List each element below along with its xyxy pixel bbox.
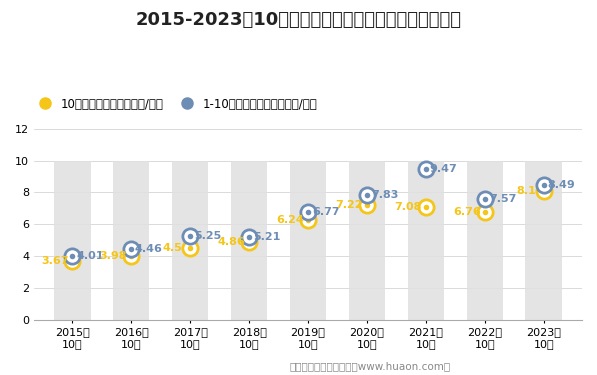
Point	[185, 233, 195, 239]
Point	[480, 196, 490, 202]
Bar	[408, 160, 444, 320]
Point	[303, 217, 313, 223]
Point	[362, 192, 372, 198]
Text: 9.47: 9.47	[430, 164, 457, 174]
Text: 2015-2023年10月大连商品交易所铁矿石期货成交均价: 2015-2023年10月大连商品交易所铁矿石期货成交均价	[136, 11, 461, 29]
Point	[539, 182, 549, 188]
Point	[480, 196, 490, 202]
Point	[244, 234, 254, 240]
Point	[244, 239, 254, 245]
Point	[244, 239, 254, 245]
Point	[480, 196, 490, 202]
Point	[67, 253, 77, 259]
Point	[67, 258, 77, 264]
Bar	[349, 160, 385, 320]
Point	[539, 188, 549, 194]
Point	[244, 239, 254, 245]
Point	[67, 253, 77, 259]
Point	[362, 202, 372, 208]
Point	[362, 202, 372, 208]
Point	[303, 209, 313, 215]
Text: 3.98: 3.98	[100, 251, 127, 261]
Point	[127, 253, 136, 259]
Point	[480, 209, 490, 215]
Bar	[113, 160, 149, 320]
Point	[303, 217, 313, 223]
Bar	[231, 160, 267, 320]
Point	[303, 217, 313, 223]
Bar	[172, 160, 208, 320]
Point	[67, 258, 77, 264]
Point	[362, 192, 372, 198]
Point	[539, 182, 549, 188]
Point	[127, 246, 136, 252]
Bar	[290, 160, 326, 320]
Text: 8.1: 8.1	[516, 186, 536, 196]
Text: 4.5: 4.5	[162, 243, 182, 253]
Point	[303, 209, 313, 215]
Point	[421, 204, 430, 210]
Point	[362, 192, 372, 198]
Point	[185, 233, 195, 239]
Text: 6.76: 6.76	[453, 207, 481, 217]
Point	[421, 204, 430, 210]
Text: 5.25: 5.25	[194, 231, 221, 241]
Point	[127, 253, 136, 259]
Point	[185, 245, 195, 251]
Bar	[466, 160, 503, 320]
Text: 7.22: 7.22	[336, 200, 363, 210]
Point	[185, 233, 195, 239]
Point	[421, 166, 430, 172]
Text: 3.67: 3.67	[41, 256, 69, 266]
Point	[127, 253, 136, 259]
Text: 制图：华经产业研究院（www.huaon.com）: 制图：华经产业研究院（www.huaon.com）	[290, 361, 451, 371]
Point	[421, 204, 430, 210]
Text: 7.83: 7.83	[371, 190, 398, 200]
Text: 7.08: 7.08	[395, 202, 422, 212]
Bar	[525, 160, 562, 320]
Point	[480, 209, 490, 215]
Point	[362, 202, 372, 208]
Point	[480, 209, 490, 215]
Point	[127, 246, 136, 252]
Text: 6.77: 6.77	[312, 207, 340, 217]
Point	[421, 166, 430, 172]
Text: 5.21: 5.21	[253, 232, 281, 242]
Text: 6.24: 6.24	[276, 215, 304, 225]
Point	[185, 245, 195, 251]
Point	[127, 246, 136, 252]
Text: 8.49: 8.49	[547, 180, 576, 190]
Point	[185, 245, 195, 251]
Text: 4.01: 4.01	[76, 251, 104, 261]
Point	[244, 234, 254, 240]
Point	[244, 234, 254, 240]
Text: 4.86: 4.86	[217, 237, 245, 247]
Point	[539, 188, 549, 194]
Text: 4.46: 4.46	[135, 244, 163, 254]
Point	[67, 253, 77, 259]
Legend: 10月期货成交均价（万元/手）, 1-10月期货成交均价（万元/手）: 10月期货成交均价（万元/手）, 1-10月期货成交均价（万元/手）	[29, 93, 322, 115]
Bar	[54, 160, 91, 320]
Point	[421, 166, 430, 172]
Point	[539, 188, 549, 194]
Point	[67, 258, 77, 264]
Point	[303, 209, 313, 215]
Text: 7.57: 7.57	[489, 194, 516, 204]
Point	[539, 182, 549, 188]
